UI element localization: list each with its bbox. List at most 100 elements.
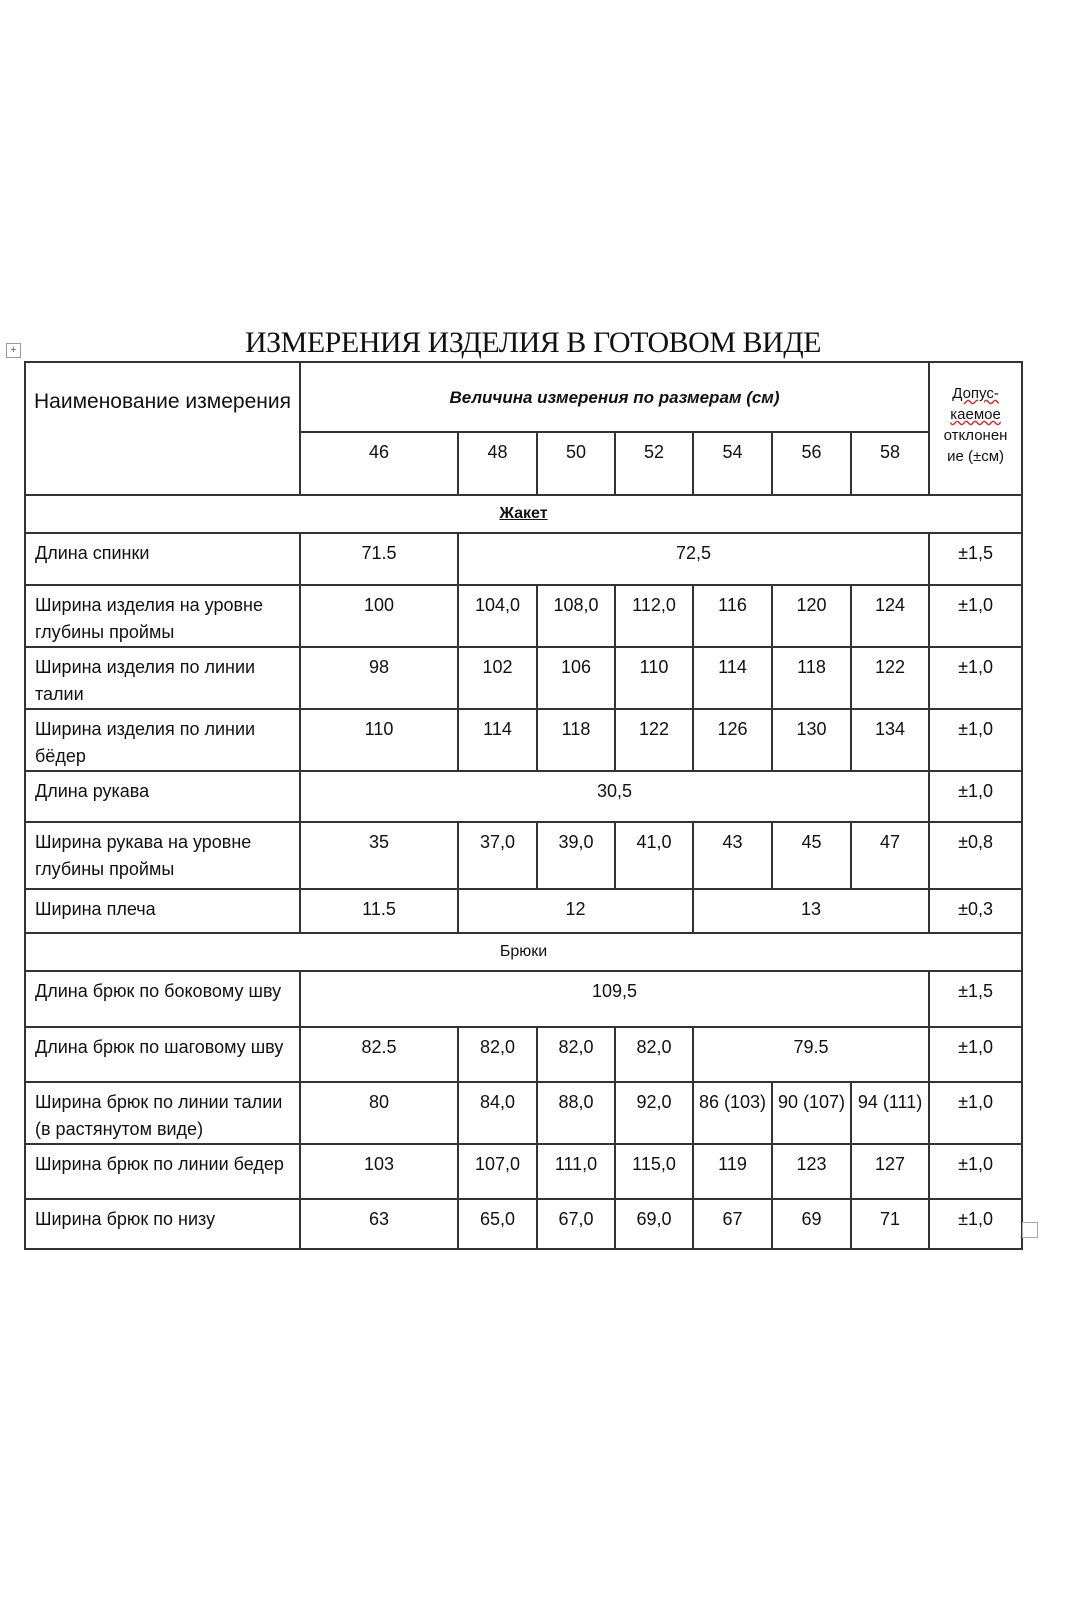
measurement-value: 102 xyxy=(457,646,538,710)
measurement-value: 86 (103) xyxy=(692,1081,773,1145)
page-title: ИЗМЕРЕНИЯ ИЗДЕЛИЯ В ГОТОВОМ ВИДЕ xyxy=(244,326,822,359)
measurement-value: 98 xyxy=(299,646,459,710)
measurement-value: 35 xyxy=(299,821,459,890)
measurement-value: 80 xyxy=(299,1081,459,1145)
measurement-value: 118 xyxy=(536,708,616,772)
table-row: Длина рукава 30,5 ±1,0 xyxy=(24,770,1024,823)
measurement-value: 104,0 xyxy=(457,584,538,648)
size-header: 52 xyxy=(614,431,694,496)
measurement-name: Ширина изделия на уровне глубины проймы xyxy=(24,584,301,648)
measurement-value: 130 xyxy=(771,708,852,772)
table-row: Ширина изделия по линии бёдер 110 114 118 12… xyxy=(24,708,1024,772)
measurement-value: 71 xyxy=(849,1198,931,1250)
measurement-value: 115,0 xyxy=(614,1143,694,1200)
size-header: 50 xyxy=(536,431,616,496)
measurement-value: 120 xyxy=(771,584,852,648)
measurement-value: 119 xyxy=(692,1143,773,1200)
measurement-value: 67 xyxy=(692,1198,773,1250)
measurement-name: Ширина рукава на уровне глубины проймы xyxy=(24,821,301,890)
measurement-value: 116 xyxy=(692,584,773,648)
tolerance-value: ±1,0 xyxy=(928,770,1024,823)
measurement-value: 94 (111) xyxy=(849,1081,931,1145)
measurement-name: Ширина брюк по линии бедер xyxy=(24,1143,301,1200)
tolerance-value: ±1,0 xyxy=(928,1198,1024,1250)
tolerance-value: ±0,3 xyxy=(928,888,1024,934)
measurement-value: 111,0 xyxy=(536,1143,616,1200)
measurement-value: 110 xyxy=(614,646,694,710)
tolerance-value: ±0,8 xyxy=(928,821,1024,890)
tolerance-value: ±1,0 xyxy=(928,584,1024,648)
tolerance-line2: каемое xyxy=(950,406,1001,423)
measurement-value: 126 xyxy=(692,708,773,772)
measurement-value: 39,0 xyxy=(536,821,616,890)
measurement-value: 103 xyxy=(299,1143,459,1200)
tolerance-line3: отклонен ие (±см) xyxy=(943,427,1008,465)
tolerance-value: ±1,5 xyxy=(928,970,1024,1028)
table-row: Ширина изделия по линии талии 98 102 106 110… xyxy=(24,646,1024,710)
tolerance-value: ±1,0 xyxy=(928,646,1024,710)
section-row: Брюки xyxy=(23,932,1024,972)
measurement-value: 92,0 xyxy=(614,1081,694,1145)
measurement-value: 72,5 xyxy=(456,532,931,586)
measurement-value: 12 xyxy=(457,888,694,934)
measurement-value: 122 xyxy=(614,708,694,772)
measurement-value: 100 xyxy=(299,584,459,648)
measurement-value: 123 xyxy=(771,1143,852,1200)
measurement-value: 63 xyxy=(299,1198,459,1250)
measurement-name: Ширина брюк по низу xyxy=(24,1198,301,1250)
measurement-name: Ширина изделия по линии талии xyxy=(24,646,301,710)
measurement-name: Длина брюк по боковому шву xyxy=(24,970,301,1028)
measurement-name: Длина брюк по шаговому шву xyxy=(24,1026,301,1083)
measurement-name: Ширина плеча xyxy=(24,888,301,934)
measurement-name: Длина рукава xyxy=(24,770,301,823)
tolerance-value: ±1,0 xyxy=(928,708,1024,772)
measurement-value: 127 xyxy=(849,1143,931,1200)
table-move-handle-icon[interactable]: + xyxy=(6,343,21,358)
measurement-value: 82.5 xyxy=(299,1026,459,1083)
size-header: 56 xyxy=(771,431,852,496)
measurement-value: 112,0 xyxy=(614,584,694,648)
measurement-value: 114 xyxy=(692,646,773,710)
measurement-value: 109,5 xyxy=(298,970,931,1028)
section-title: Брюки xyxy=(23,932,1024,972)
measurement-value: 118 xyxy=(771,646,852,710)
table-row: Длина брюк по шаговому шву 82.5 82,0 82,0 82… xyxy=(24,1026,1024,1083)
measurement-value: 65,0 xyxy=(457,1198,538,1250)
size-header: 48 xyxy=(457,431,538,496)
measurement-value: 67,0 xyxy=(536,1198,616,1250)
measurement-value: 124 xyxy=(849,584,931,648)
table-row: Ширина брюк по линии талии (в растянутом… xyxy=(24,1081,1024,1145)
measurement-value: 90 (107) xyxy=(771,1081,852,1145)
header-name: Наименование измерения xyxy=(24,361,301,496)
size-header: 46 xyxy=(299,431,459,496)
measurement-value: 82,0 xyxy=(457,1026,538,1083)
measurement-value: 47 xyxy=(849,821,931,890)
table-row: Ширина брюк по низу 63 65,0 67,0 69,0 67 69 71 ±… xyxy=(24,1198,1024,1250)
measurement-value: 82,0 xyxy=(614,1026,694,1083)
measurement-value: 88,0 xyxy=(536,1081,616,1145)
header-tolerance: Допус- каемое отклонен ие (±см) xyxy=(928,361,1024,496)
measurement-value: 37,0 xyxy=(457,821,538,890)
size-header: 58 xyxy=(849,431,931,496)
measurement-value: 82,0 xyxy=(536,1026,616,1083)
table-row: Длина спинки 71.5 72,5 ±1,5 xyxy=(24,532,1024,586)
size-header: 54 xyxy=(692,431,773,496)
measurement-value: 107,0 xyxy=(457,1143,538,1200)
section-row: Жакет xyxy=(23,494,1024,534)
measurement-value: 110 xyxy=(299,708,459,772)
tolerance-value: ±1,0 xyxy=(928,1143,1024,1200)
measurement-value: 108,0 xyxy=(536,584,616,648)
measurement-value: 45 xyxy=(771,821,852,890)
measurement-value: 122 xyxy=(849,646,931,710)
table-row: Ширина плеча 11.5 12 13 ±0,3 xyxy=(24,888,1024,934)
measurement-name: Ширина брюк по линии талии (в растянутом… xyxy=(24,1081,301,1145)
measurement-value: 43 xyxy=(692,821,773,890)
measurement-value: 11.5 xyxy=(299,888,459,934)
measurement-value: 69 xyxy=(771,1198,852,1250)
tolerance-value: ±1,5 xyxy=(928,532,1024,586)
measurements-table: Наименование измерения Величина измерени… xyxy=(23,361,1024,1250)
measurement-value: 114 xyxy=(457,708,538,772)
table-resize-handle[interactable] xyxy=(1022,1222,1038,1238)
tolerance-value: ±1,0 xyxy=(928,1026,1024,1083)
measurement-value: 41,0 xyxy=(614,821,694,890)
